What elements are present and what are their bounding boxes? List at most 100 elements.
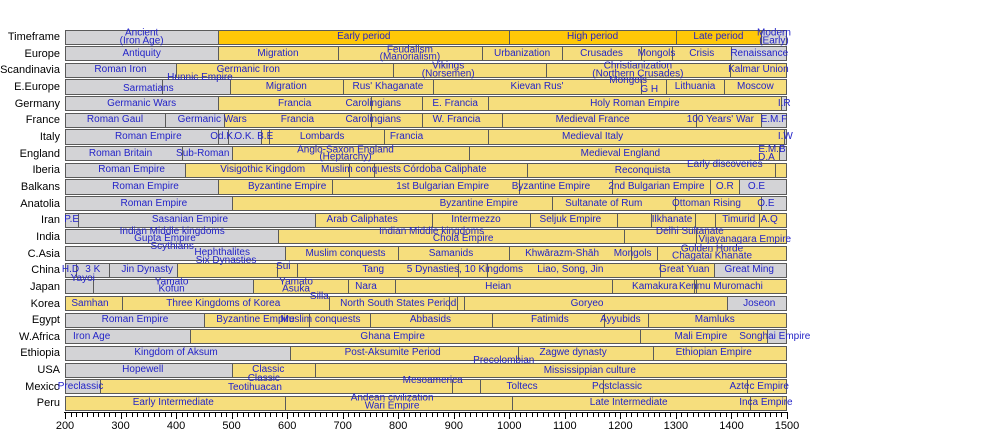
axis-minor-tick: [709, 413, 711, 417]
timeline-segment: [162, 79, 230, 95]
timeline-segment: [695, 212, 715, 228]
timeline-segment: [65, 379, 100, 395]
axis-minor-tick: [625, 413, 627, 417]
timeline-segment: [276, 262, 298, 278]
axis-minor-tick: [409, 413, 411, 417]
timeline-segment: [518, 345, 654, 362]
axis-minor-tick: [698, 413, 700, 417]
timeline-segment: [675, 196, 761, 212]
timeline-segment: [218, 179, 333, 195]
timeline-segment: [456, 295, 464, 312]
timeline-segment: [695, 229, 787, 245]
axis-minor-tick: [337, 413, 339, 417]
axis-minor-tick: [209, 413, 211, 417]
axis-major-tick: [342, 413, 344, 420]
timeline-segment: [308, 312, 371, 328]
timeline-segment: [488, 96, 782, 112]
timeline-segment: [433, 79, 641, 95]
timeline-segment: [370, 312, 493, 328]
timeline-segment: [731, 46, 787, 62]
timeline-segment: [99, 379, 453, 395]
axis-tick-label: 1000: [497, 420, 522, 433]
axis-minor-tick: [664, 413, 666, 417]
axis-minor-tick: [598, 413, 600, 417]
axis-major-tick: [620, 413, 622, 420]
timeline-segment: [394, 279, 613, 295]
timeline-segment: [189, 329, 640, 345]
axis-minor-tick: [326, 413, 328, 417]
timeline-segment: [229, 79, 343, 95]
timeline-segment: [623, 229, 696, 245]
axis-minor-tick: [587, 413, 589, 417]
axis-minor-tick: [575, 413, 577, 417]
timeline-segment: [783, 129, 787, 145]
timeline-segment: [218, 129, 228, 145]
row-label-italy: Italy: [39, 131, 60, 143]
axis-minor-tick: [653, 413, 655, 417]
timeline-segment: [675, 29, 761, 45]
axis-minor-tick: [137, 413, 139, 417]
axis-minor-tick: [648, 413, 650, 417]
timeline-segment: [203, 312, 309, 328]
axis-minor-tick: [331, 413, 333, 417]
axis-minor-tick: [131, 413, 133, 417]
axis-minor-tick: [770, 413, 772, 417]
axis-minor-tick: [448, 413, 450, 417]
axis-major-tick: [176, 413, 178, 420]
timeline-segment: [659, 262, 714, 278]
axis-minor-tick: [392, 413, 394, 417]
axis-minor-tick: [537, 413, 539, 417]
axis-major-tick: [287, 413, 289, 420]
axis-minor-tick: [153, 413, 155, 417]
axis-minor-tick: [431, 413, 433, 417]
axis-minor-tick: [670, 413, 672, 417]
timeline-segment: [297, 262, 458, 278]
timeline-segment: [545, 62, 730, 78]
timeline-segment: [284, 395, 513, 411]
axis-major-tick: [453, 413, 455, 420]
timeline-segment: [760, 29, 787, 45]
axis-tick-label: 500: [222, 420, 241, 433]
axis-minor-tick: [459, 413, 461, 417]
axis-minor-tick: [559, 413, 561, 417]
row-label-korea: Korea: [30, 297, 60, 310]
row-label-india: India: [36, 230, 60, 243]
timeline-segment: [65, 362, 232, 378]
axis-minor-tick: [492, 413, 494, 417]
axis-major-tick: [564, 413, 566, 420]
axis-minor-tick: [725, 413, 727, 417]
axis-minor-tick: [270, 413, 272, 417]
axis-minor-tick: [298, 413, 300, 417]
timeline-segment: [65, 162, 185, 178]
axis-minor-tick: [292, 413, 294, 417]
timeline-segment: [348, 279, 395, 295]
axis-minor-tick: [126, 413, 128, 417]
timeline-segment: [65, 245, 285, 262]
timeline-segment: [342, 79, 434, 95]
timeline-segment: [482, 46, 563, 62]
axis-major-tick: [509, 413, 511, 420]
timeline-segment: [315, 212, 433, 228]
timeline-segment: [65, 129, 219, 145]
timeline-segment: [653, 345, 787, 362]
x-axis-line: [64, 412, 788, 414]
axis-minor-tick: [426, 413, 427, 417]
axis-major-tick: [120, 413, 122, 420]
axis-minor-tick: [759, 413, 761, 417]
axis-minor-tick: [714, 413, 716, 417]
row-label-japan: Japan: [30, 280, 60, 293]
axis-minor-tick: [181, 413, 183, 417]
timeline-segment: [457, 262, 488, 278]
timeline-segment: [252, 279, 349, 295]
timeline-segment: [488, 129, 784, 145]
axis-minor-tick: [642, 413, 644, 417]
axis-minor-tick: [570, 413, 572, 417]
timeline-segment: [65, 279, 93, 295]
axis-minor-tick: [753, 413, 755, 417]
axis-major-tick: [65, 413, 66, 420]
timeline-segment: [65, 329, 190, 345]
timeline-segment: [65, 395, 285, 411]
axis-major-tick: [731, 413, 733, 420]
axis-minor-tick: [370, 413, 372, 417]
